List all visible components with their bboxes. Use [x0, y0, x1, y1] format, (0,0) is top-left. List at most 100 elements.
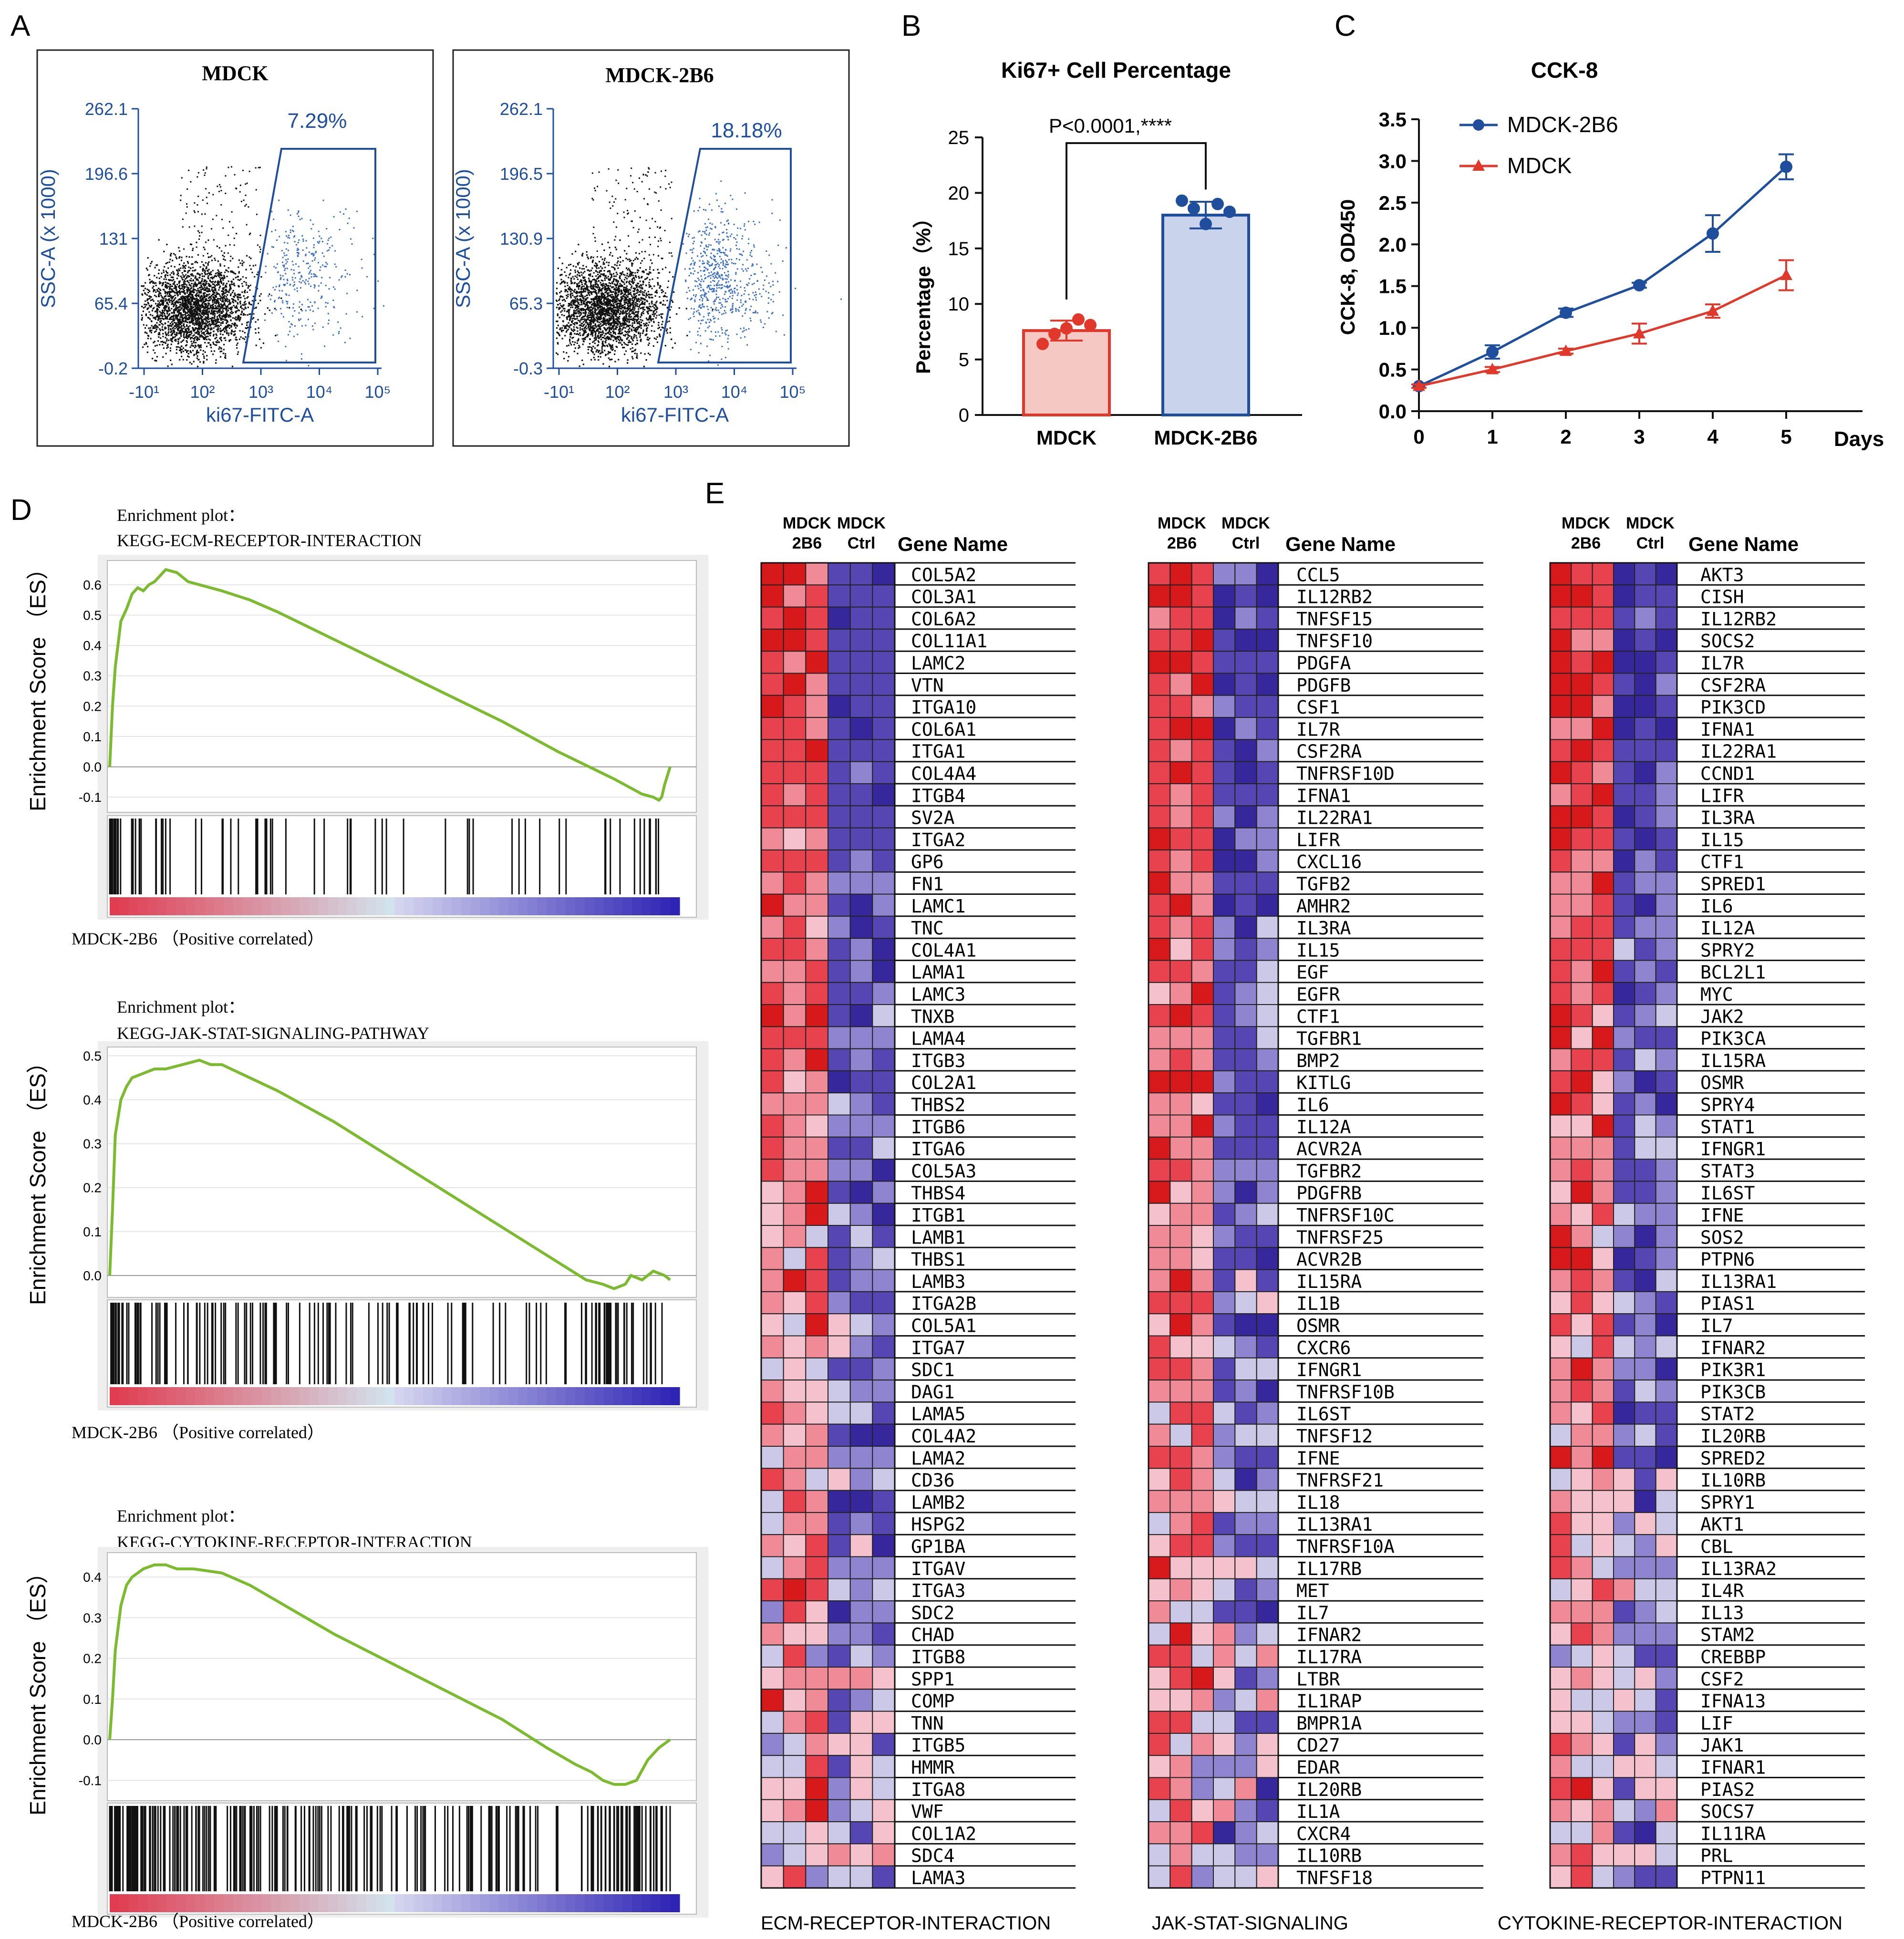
flow-event-dot: [559, 327, 561, 329]
flow-event-dot: [172, 328, 174, 330]
flow-event-dot: [613, 291, 615, 293]
flow-event-dot: [600, 325, 602, 327]
flow-event-dot: [159, 304, 161, 306]
flow-event-dot: [179, 316, 181, 318]
flow-event-dot: [583, 338, 585, 340]
flow-event-dot: [603, 300, 605, 302]
flow-event-dot: [659, 335, 661, 338]
flow-event-dot: [173, 290, 175, 292]
flow-event-dot: [168, 261, 170, 263]
flow-event-dot: [224, 356, 226, 358]
flow-event-dot: [209, 280, 211, 281]
flow-event-dot: [594, 336, 597, 338]
flow-event-dot: [228, 299, 230, 301]
flow-event-dot: [195, 345, 197, 347]
flow-event-dot: [170, 317, 172, 319]
flow-event-dot-gated: [305, 324, 307, 326]
flow-event-dot-gated: [282, 275, 284, 277]
flow-event-dot-gated: [308, 267, 310, 269]
flow-event-dot: [179, 293, 181, 295]
flow-event-dot: [205, 302, 207, 305]
flow-event-dot: [220, 330, 222, 332]
flow-event-dot: [255, 321, 257, 323]
flow-event-dot: [192, 279, 194, 281]
flow-event-dot: [198, 317, 200, 320]
flow-event-dot: [155, 318, 156, 320]
flow-event-dot: [186, 188, 188, 190]
flow-event-dot: [623, 287, 625, 289]
flow-event-dot: [248, 170, 250, 172]
flow-event-dot: [605, 339, 607, 341]
flow-event-dot: [158, 336, 160, 338]
flow-event-dot: [174, 321, 176, 323]
flow-event-dot: [195, 336, 197, 338]
flow-event-dot: [208, 324, 210, 326]
flow-event-dot: [182, 317, 184, 319]
flow-event-dot: [166, 292, 168, 294]
flow-event-dot-gated: [339, 211, 341, 213]
flow-event-dot: [161, 313, 163, 315]
flow-event-dot-gated: [326, 243, 328, 245]
flow-event-dot: [212, 293, 214, 295]
flow-event-dot: [179, 256, 181, 258]
flow-event-dot: [600, 312, 602, 314]
flow-event-dot: [209, 334, 211, 337]
flow-event-dot: [620, 338, 621, 340]
flow-event-dot-gated: [317, 241, 319, 243]
flow-event-dot: [597, 337, 600, 339]
flow-event-dot: [568, 322, 569, 324]
flow-event-dot: [600, 313, 601, 315]
flow-event-dot: [167, 327, 169, 329]
flow-event-dot: [190, 292, 192, 294]
flow-event-dot-gated: [326, 228, 328, 229]
flow-event-dot: [170, 343, 172, 345]
flow-event-dot: [200, 323, 202, 325]
flow-event-dot: [177, 321, 179, 324]
flow-event-dot: [200, 349, 202, 351]
flow-event-dot: [626, 344, 628, 346]
flow-event-dot: [186, 351, 188, 353]
flow-event-dot: [627, 310, 629, 312]
flow-event-dot: [183, 309, 185, 311]
flow-event-dot: [255, 328, 257, 330]
flow-event-dot-gated: [280, 278, 282, 280]
flow-event-dot: [614, 264, 616, 266]
flow-event-dot: [606, 287, 608, 290]
flow-event-dot: [197, 211, 199, 213]
flow-event-dot: [203, 294, 205, 296]
flow-event-dot: [604, 335, 606, 337]
flow-event-dot: [226, 322, 228, 324]
flow-event-dot: [644, 324, 646, 326]
flow-event-dot: [628, 320, 631, 322]
flow-event-dot: [197, 322, 199, 324]
flow-event-dot: [214, 275, 216, 277]
flow-event-dot: [166, 262, 168, 264]
flow-event-dot: [219, 310, 221, 312]
flow-event-dot: [210, 327, 212, 329]
flow-event-dot: [182, 298, 184, 300]
flow-event-dot: [172, 296, 175, 298]
flow-event-dot: [171, 338, 173, 340]
flow-event-dot: [623, 289, 625, 291]
flow-event-dot: [594, 325, 596, 327]
flow-event-dot: [228, 234, 229, 236]
flow-event-dot: [578, 285, 579, 287]
flow-event-dot: [175, 334, 177, 336]
flow-event-dot: [610, 285, 611, 287]
flow-event-dot: [168, 286, 170, 288]
flow-event-dot: [569, 288, 571, 290]
flow-event-dot: [178, 323, 180, 326]
flow-event-dot: [237, 303, 239, 305]
flow-event-dot: [646, 319, 648, 321]
flow-event-dot: [604, 350, 606, 352]
flow-event-dot: [194, 339, 196, 341]
flow-event-dot: [645, 328, 648, 330]
flow-event-dot: [583, 331, 585, 333]
flow-event-dot: [203, 328, 206, 330]
flow-event-dot: [269, 309, 270, 311]
flow-event-dot: [204, 342, 206, 343]
flow-event-dot: [603, 299, 605, 301]
flow-event-dot: [230, 271, 232, 273]
flow-event-dot: [153, 300, 155, 302]
flow-event-dot: [642, 329, 644, 331]
